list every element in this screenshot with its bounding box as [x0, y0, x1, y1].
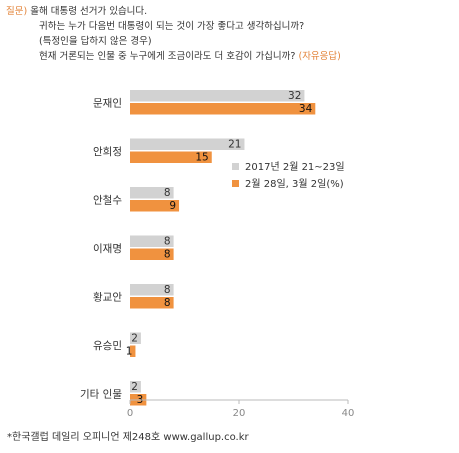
question-line-2: 귀하는 누가 다음번 대통령이 되는 것이 가장 좋다고 생각하십니까?	[39, 21, 305, 32]
bar	[130, 200, 180, 212]
x-tick-label: 20	[233, 408, 246, 419]
bar-value-label: 8	[164, 236, 171, 248]
bar	[130, 151, 212, 163]
bar	[130, 297, 174, 309]
bar-value-label: 32	[288, 90, 301, 102]
bar-value-label: 8	[164, 249, 171, 261]
bar-value-label: 34	[299, 103, 313, 115]
bar	[130, 284, 174, 296]
question-label: 질문)	[6, 6, 28, 17]
bar	[130, 345, 136, 357]
bar	[130, 248, 174, 260]
bar-value-label: 8	[164, 187, 171, 199]
bar-value-label: 9	[169, 200, 176, 212]
question-line-1: 질문) 올해 대통령 선거가 있습니다.	[6, 4, 456, 19]
bar-value-label: 1	[126, 346, 133, 358]
category-label: 이재명	[93, 243, 122, 255]
question-block: 질문) 올해 대통령 선거가 있습니다. 귀하는 누가 다음번 대통령이 되는 …	[6, 4, 456, 64]
bar-value-label: 21	[228, 139, 241, 151]
category-label: 기타 인물	[80, 388, 122, 400]
x-tick-label: 0	[127, 408, 133, 419]
bar-value-label: 8	[164, 297, 171, 309]
bar-value-label: 2	[131, 333, 138, 345]
category-label: 황교안	[93, 291, 122, 303]
legend-swatch	[232, 163, 239, 170]
bar-value-label: 2	[131, 381, 138, 393]
bar	[130, 187, 174, 199]
question-note: (자유응답)	[298, 51, 341, 62]
footer-source: *한국갤럽 데일리 오피니언 제248호 www.gallup.co.kr	[7, 432, 249, 443]
question-line-3: (특정인을 답하지 않은 경우)	[39, 36, 152, 47]
bar	[130, 332, 141, 344]
bar	[130, 381, 141, 393]
bar-value-label: 8	[164, 284, 171, 296]
legend-swatch	[232, 180, 239, 187]
question-line-4: 현재 거론되는 인물 중 누구에게 조금이라도 더 호감이 가십니까? (자유응…	[6, 49, 456, 64]
category-label: 안철수	[93, 194, 122, 206]
bar	[130, 90, 305, 102]
bar	[130, 138, 245, 150]
question-text-4: 현재 거론되는 인물 중 누구에게 조금이라도 더 호감이 가십니까?	[39, 51, 296, 62]
bar	[130, 235, 174, 247]
category-label: 문재인	[93, 97, 122, 109]
category-label: 안희정	[93, 146, 122, 158]
legend-label: 2월 28일, 3월 2일(%)	[245, 178, 344, 190]
legend-label: 2017년 2월 21~23일	[245, 161, 345, 173]
bar	[130, 103, 316, 115]
bar-value-label: 15	[195, 152, 208, 164]
x-tick-label: 40	[342, 408, 355, 419]
category-label: 유승민	[93, 340, 122, 352]
question-text-1: 올해 대통령 선거가 있습니다.	[30, 6, 148, 17]
